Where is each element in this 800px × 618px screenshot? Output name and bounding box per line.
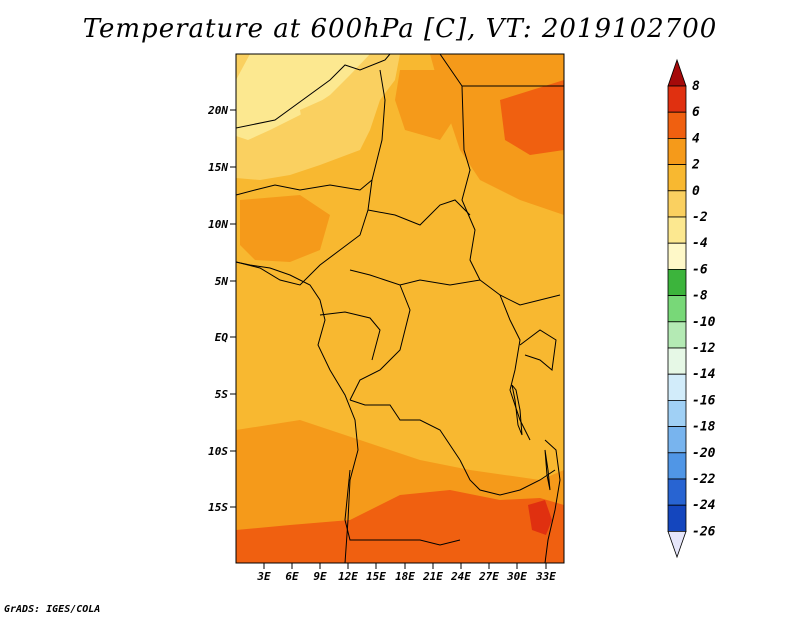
colorbar-segment: [667, 85, 687, 113]
field-4-6-south: [236, 490, 564, 563]
lat-axis: 20N 15N 10N 5N EQ 5S 10S 15S: [207, 104, 236, 514]
lon-label: 15E: [366, 570, 386, 583]
lon-label: 33E: [535, 570, 556, 583]
colorbar-segment: [667, 295, 687, 323]
lat-label: EQ: [215, 331, 229, 344]
lon-label: 3E: [256, 570, 271, 583]
colorbar-label: -22: [692, 472, 716, 487]
lat-label: 10S: [208, 445, 228, 458]
temperature-field: [236, 54, 564, 563]
colorbar-label: -6: [692, 262, 708, 277]
colorbar-top-arrow: [667, 58, 687, 87]
colorbar-bottom-arrow: [667, 531, 687, 559]
colorbar-label: -8: [692, 289, 708, 304]
lat-label: 15N: [208, 161, 228, 174]
lon-axis: 3E 6E 9E 12E 15E 18E 21E 24E 27E 30E 33E: [256, 563, 556, 583]
colorbar-label: -4: [692, 236, 708, 251]
colorbar-label: -26: [692, 524, 716, 539]
lon-label: 6E: [285, 570, 299, 583]
colorbar-label: -24: [692, 498, 716, 513]
chart-title: Temperature at 600hPa [C], VT: 201910270…: [82, 14, 718, 44]
lon-label: 30E: [506, 570, 527, 583]
lat-label: 5S: [215, 388, 229, 401]
colorbar-segment: [667, 242, 687, 270]
colorbar-label: 6: [692, 105, 700, 120]
colorbar-label: -20: [692, 446, 716, 461]
colorbar-segment: [667, 190, 687, 218]
colorbar-segment: [667, 478, 687, 506]
lat-label: 5N: [215, 275, 229, 288]
lat-label: 15S: [208, 501, 228, 514]
colorbar: 8 6 4 2 0 -2 -4 -6 -8 -10 -12 -14 -16 -18 -20 -22 -24 -26: [667, 58, 716, 559]
field-m2-0-patch: [300, 90, 360, 140]
colorbar-label: 0: [692, 184, 700, 199]
lon-label: 12E: [338, 570, 358, 583]
lon-label: 18E: [395, 570, 415, 583]
colorbar-segment: [667, 504, 687, 532]
colorbar-segment: [667, 216, 687, 244]
colorbar-label: 2: [691, 158, 700, 173]
field-2-4-west: [240, 195, 330, 262]
colorbar-segment: [667, 321, 687, 349]
country-borders: [236, 54, 564, 563]
lon-label: 9E: [313, 570, 327, 583]
colorbar-label: -18: [692, 420, 716, 435]
lat-label: 10N: [208, 218, 228, 231]
colorbar-segment: [667, 399, 687, 427]
grads-credit: GrADS: IGES/COLA: [4, 604, 101, 615]
colorbar-segment: [667, 164, 687, 192]
colorbar-label: -10: [692, 315, 716, 330]
colorbar-segment: [667, 452, 687, 480]
lon-label: 24E: [450, 570, 471, 583]
lat-label: 20N: [207, 104, 228, 117]
colorbar-label: 8: [692, 79, 700, 94]
field-4-6-northeast: [500, 80, 564, 155]
colorbar-label: -14: [692, 367, 716, 382]
colorbar-segment: [667, 426, 687, 454]
colorbar-segment: [667, 137, 687, 165]
field-2-4-north-center: [395, 70, 460, 140]
lon-label: 21E: [422, 570, 443, 583]
colorbar-segment: [667, 111, 687, 139]
colorbar-segment: [667, 347, 687, 375]
field-m4-m2-streak: [236, 54, 370, 140]
colorbar-segment: [667, 373, 687, 401]
lon-label: 27E: [478, 570, 499, 583]
colorbar-label: -12: [692, 341, 716, 356]
colorbar-segment: [667, 268, 687, 296]
colorbar-label: -16: [692, 393, 716, 408]
lakes: [511, 384, 551, 491]
field-6-8-pocket: [528, 500, 552, 535]
plot-frame: [235, 53, 565, 564]
colorbar-label: -2: [692, 210, 708, 225]
colorbar-label: 4: [692, 131, 700, 146]
